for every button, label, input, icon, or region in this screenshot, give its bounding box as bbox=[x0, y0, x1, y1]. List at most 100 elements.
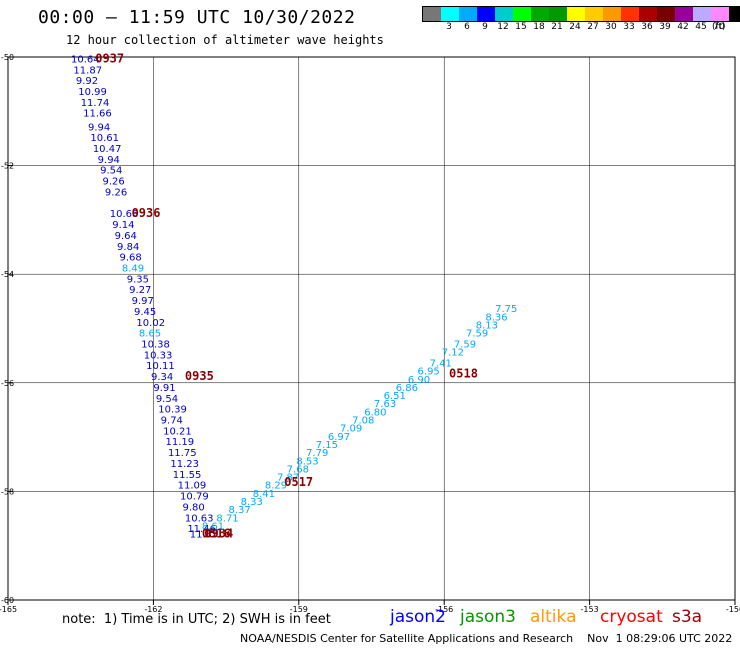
swh-data-label: 7.59 bbox=[454, 340, 476, 351]
colorbar bbox=[422, 6, 740, 22]
pass-time-label: 0934 bbox=[204, 527, 233, 541]
swh-data-label: 11.46 bbox=[187, 524, 216, 535]
swh-data-label: 11.66 bbox=[83, 109, 112, 120]
swh-data-label: 8.65 bbox=[139, 329, 161, 340]
colorbar-label: 21 bbox=[551, 22, 563, 32]
swh-data-label: 9.14 bbox=[112, 220, 134, 231]
swh-data-label: 7.79 bbox=[306, 448, 328, 459]
satellite-legend-jason3: jason3 bbox=[460, 607, 516, 627]
colorbar-swatch bbox=[549, 7, 567, 21]
colorbar-swatch bbox=[531, 7, 549, 21]
swh-data-label: 10.64 bbox=[71, 54, 100, 65]
swh-data-label: 6.97 bbox=[328, 432, 350, 443]
swh-data-label: 10.02 bbox=[136, 318, 165, 329]
swh-data-label: 6.95 bbox=[418, 367, 440, 378]
swh-data-label: 11.75 bbox=[168, 448, 197, 459]
colorbar-swatch bbox=[603, 7, 621, 21]
swh-data-label: 9.84 bbox=[117, 242, 139, 253]
satellite-legend-s3a: s3a bbox=[672, 607, 703, 627]
credit-line: NOAA/NESDIS Center for Satellite Applica… bbox=[240, 632, 733, 645]
swh-data-label: 10.47 bbox=[93, 144, 122, 155]
y-tick-label: -60 bbox=[1, 596, 14, 605]
swh-data-label: 10.11 bbox=[146, 361, 175, 372]
colorbar-labels: 3 6 9 12 15 18 21 24 27 30 33 36 39 42 45 70 bbox=[422, 22, 740, 32]
x-tick-label: -165 bbox=[0, 605, 17, 614]
swh-data-label: 8.61 bbox=[202, 521, 224, 532]
colorbar-label: 18 bbox=[533, 22, 545, 32]
swh-data-label: 7.59 bbox=[466, 329, 488, 340]
swh-data-label: 9.80 bbox=[182, 502, 204, 513]
colorbar-swatch bbox=[441, 7, 459, 21]
swh-data-label: 7.12 bbox=[442, 348, 464, 359]
swh-data-label: 11.87 bbox=[73, 65, 102, 76]
colorbar-label: 36 bbox=[641, 22, 653, 32]
colorbar-swatch bbox=[585, 7, 603, 21]
colorbar-swatch bbox=[423, 7, 441, 21]
swh-data-label: 8.41 bbox=[253, 489, 275, 500]
swh-data-label: 9.74 bbox=[161, 416, 183, 427]
colorbar-label: 42 bbox=[677, 22, 689, 32]
swh-data-label: 7.41 bbox=[430, 359, 452, 370]
swh-data-label: 9.97 bbox=[132, 296, 154, 307]
colorbar-label: 12 bbox=[497, 22, 509, 32]
colorbar-swatch bbox=[639, 7, 657, 21]
swh-data-label: 11.23 bbox=[170, 459, 199, 470]
colorbar-label: 24 bbox=[569, 22, 581, 32]
pass-time-label: 0518 bbox=[449, 366, 478, 380]
x-tick-label: -162 bbox=[144, 605, 162, 614]
swh-data-label: 7.68 bbox=[287, 464, 309, 475]
swh-data-label: 7.09 bbox=[340, 424, 362, 435]
swh-data-label: 8.36 bbox=[485, 312, 507, 323]
x-tick-label: -150 bbox=[726, 605, 740, 614]
pass-time-label: 0517 bbox=[284, 475, 313, 489]
swh-data-label: 8.33 bbox=[241, 497, 263, 508]
satellite-legend-jason2: jason2 bbox=[390, 607, 446, 627]
colorbar-swatch bbox=[693, 7, 711, 21]
swh-data-label: 10.68 bbox=[110, 209, 139, 220]
page-subtitle: 12 hour collection of altimeter wave hei… bbox=[66, 33, 384, 47]
x-tick-label: -153 bbox=[581, 605, 599, 614]
page-title: 00:00 – 11:59 UTC 10/30/2022 bbox=[38, 7, 356, 28]
y-tick-label: -58 bbox=[1, 487, 14, 496]
swh-data-label: 10.63 bbox=[185, 513, 214, 524]
colorbar-swatch bbox=[495, 7, 513, 21]
satellite-legend-altika: altika bbox=[530, 607, 577, 627]
colorbar-swatch bbox=[459, 7, 477, 21]
colorbar-swatch bbox=[513, 7, 531, 21]
x-tick-label: -156 bbox=[435, 605, 453, 614]
swh-data-label: 8.71 bbox=[216, 513, 238, 524]
swh-data-label: 9.26 bbox=[105, 187, 127, 198]
swh-data-label: 11.09 bbox=[178, 481, 207, 492]
swh-data-label: 10.39 bbox=[158, 405, 187, 416]
y-tick-label: -52 bbox=[1, 162, 14, 171]
colorbar-label: 39 bbox=[659, 22, 671, 32]
y-tick-label: -54 bbox=[1, 270, 14, 279]
pass-time-label: 0937 bbox=[95, 51, 124, 65]
colorbar-swatch bbox=[621, 7, 639, 21]
swh-data-label: 10.33 bbox=[144, 350, 173, 361]
swh-data-label: 9.94 bbox=[98, 155, 120, 166]
swh-data-label: 9.91 bbox=[153, 383, 175, 394]
swh-data-label: 7.15 bbox=[316, 440, 338, 451]
pass-time-label: 0936 bbox=[132, 206, 161, 220]
x-tick-label: -159 bbox=[290, 605, 308, 614]
pass-time-label: 0516 bbox=[202, 527, 231, 541]
swh-data-label: 8.13 bbox=[476, 321, 498, 332]
swh-data-label: 8.53 bbox=[296, 456, 318, 467]
swh-data-label: 11.19 bbox=[166, 437, 195, 448]
colorbar-swatch bbox=[477, 7, 495, 21]
swh-data-label: 9.27 bbox=[129, 285, 151, 296]
colorbar-label: 3 bbox=[446, 22, 452, 32]
colorbar-label: 27 bbox=[587, 22, 599, 32]
swh-data-label: 11.35 bbox=[190, 530, 219, 541]
swh-data-label: 9.34 bbox=[151, 372, 173, 383]
y-tick-label: -56 bbox=[1, 379, 14, 388]
swh-data-label: 7.08 bbox=[352, 416, 374, 427]
swh-data-label: 10.99 bbox=[78, 87, 107, 98]
colorbar-swatch bbox=[729, 7, 740, 21]
swh-data-label: 9.35 bbox=[127, 274, 149, 285]
swh-data-label: 10.38 bbox=[141, 340, 170, 351]
colorbar-label: 45 bbox=[695, 22, 707, 32]
satellite-legend-cryosat: cryosat bbox=[600, 607, 663, 627]
y-tick-label: -50 bbox=[1, 53, 14, 62]
